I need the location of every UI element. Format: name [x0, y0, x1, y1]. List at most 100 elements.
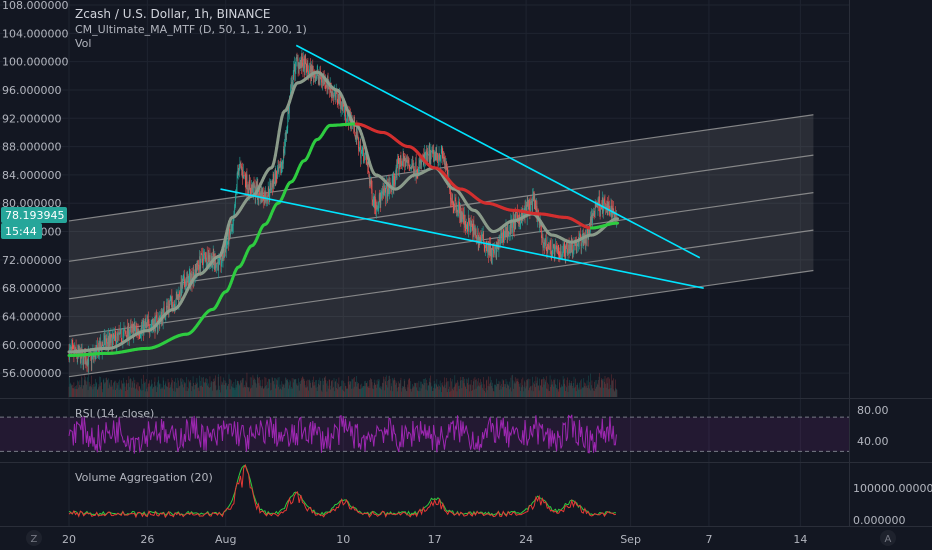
candle-body [204, 253, 205, 255]
candle-body [343, 105, 345, 113]
candle-body [249, 180, 251, 184]
volume-legend[interactable]: Vol [75, 37, 91, 50]
volume-bar [375, 384, 377, 397]
candle-body [298, 62, 299, 69]
candle-body [129, 332, 131, 336]
candle-body [223, 249, 225, 258]
volume-bar [168, 382, 169, 397]
volume-bar [230, 380, 232, 397]
time-axis[interactable]: 20 26 Aug 10 17 24 Sep 7 14 [62, 533, 807, 546]
rsi-legend[interactable]: RSI (14, close) [75, 407, 154, 420]
candle-body [461, 211, 463, 222]
candle-body [412, 163, 414, 167]
trendlines[interactable] [220, 44, 704, 289]
candle-body [411, 167, 413, 169]
volume-bar [174, 381, 175, 397]
volume-bar [582, 387, 584, 397]
volume-bar [74, 387, 75, 397]
volume-bar [332, 380, 333, 397]
volume-bar [541, 379, 542, 397]
volume-bar [198, 390, 200, 397]
volume-bar [519, 382, 521, 397]
candle-body [360, 144, 362, 159]
candle-body [107, 338, 108, 344]
volume-bar [439, 380, 441, 397]
volume-bar [139, 386, 141, 397]
volume-bar [84, 375, 86, 397]
volume-bar [428, 381, 430, 397]
candle-body [429, 150, 431, 160]
volume-bar [148, 383, 150, 397]
volume-bar [523, 391, 524, 397]
candle-body [99, 340, 101, 350]
volume-bar [154, 377, 156, 397]
candle-body [392, 177, 394, 179]
candle-body [425, 151, 426, 161]
volume-bar [214, 378, 216, 397]
volume-bar [570, 383, 572, 397]
volume-bar [224, 384, 225, 397]
trendline[interactable] [220, 188, 704, 289]
candle-body [486, 247, 488, 252]
volume-bar [81, 377, 83, 397]
auto-scale-button[interactable] [880, 530, 896, 546]
volume-bar [226, 382, 228, 397]
volume-bar [307, 386, 308, 397]
volume-bar [526, 379, 527, 397]
candle-body [335, 89, 337, 98]
volume-bar [195, 382, 197, 397]
trendline[interactable] [295, 44, 701, 259]
candle-body [102, 344, 104, 346]
volume-bar [248, 387, 249, 397]
volume-bar [474, 389, 475, 397]
price-axis[interactable]: 56.00000060.00000064.00000068.00000072.0… [2, 0, 68, 380]
volume-bar [453, 390, 455, 397]
candle-body [575, 244, 577, 246]
volume-bar [328, 388, 329, 397]
volume-bar [148, 383, 149, 397]
candle-body [171, 296, 173, 303]
volume-bar [177, 377, 179, 397]
candle-body [70, 347, 71, 349]
volume-bar [384, 390, 385, 397]
volume-bar [181, 384, 183, 397]
volume-bar [364, 386, 366, 397]
candle-body [326, 84, 327, 86]
candle-body [113, 333, 114, 339]
indicator-legend[interactable]: CM_Ultimate_MA_MTF (D, 50, 1, 1, 200, 1) [75, 23, 307, 36]
volume-bar [456, 391, 458, 397]
volume-bar [557, 379, 558, 397]
candle-body [206, 252, 208, 265]
candle-body [217, 262, 219, 271]
volume-aggregation-legend[interactable]: Volume Aggregation (20) [75, 471, 213, 484]
volume-bar [404, 389, 406, 397]
candle-body [142, 320, 144, 327]
candle-body [557, 248, 559, 254]
symbol-title[interactable]: Zcash / U.S. Dollar, 1h, BINANCE [75, 7, 270, 21]
volume-bar [522, 377, 524, 397]
volume-bar [328, 379, 330, 397]
volume-bar [103, 378, 105, 397]
volume-bar [430, 375, 431, 397]
volume-bar [402, 385, 403, 397]
candle-body [434, 152, 436, 155]
candle-body [609, 212, 611, 215]
volume-bar [516, 378, 518, 397]
volume-bar [116, 388, 118, 397]
volume-bar [465, 378, 467, 397]
candle-body [96, 345, 98, 349]
volume-bar [186, 377, 187, 397]
volume-bar [456, 382, 457, 397]
time-tick-label: 24 [519, 533, 533, 546]
timezone-button[interactable] [26, 530, 42, 546]
candle-body [397, 160, 399, 162]
volume-bar [203, 376, 204, 397]
volume-bar [272, 377, 273, 397]
volume-bar [138, 386, 140, 397]
volume-bar [452, 388, 453, 397]
volume-bar [100, 377, 101, 397]
volume-bar [124, 382, 125, 397]
volume-bar [520, 387, 522, 397]
volume-bar [338, 377, 340, 397]
